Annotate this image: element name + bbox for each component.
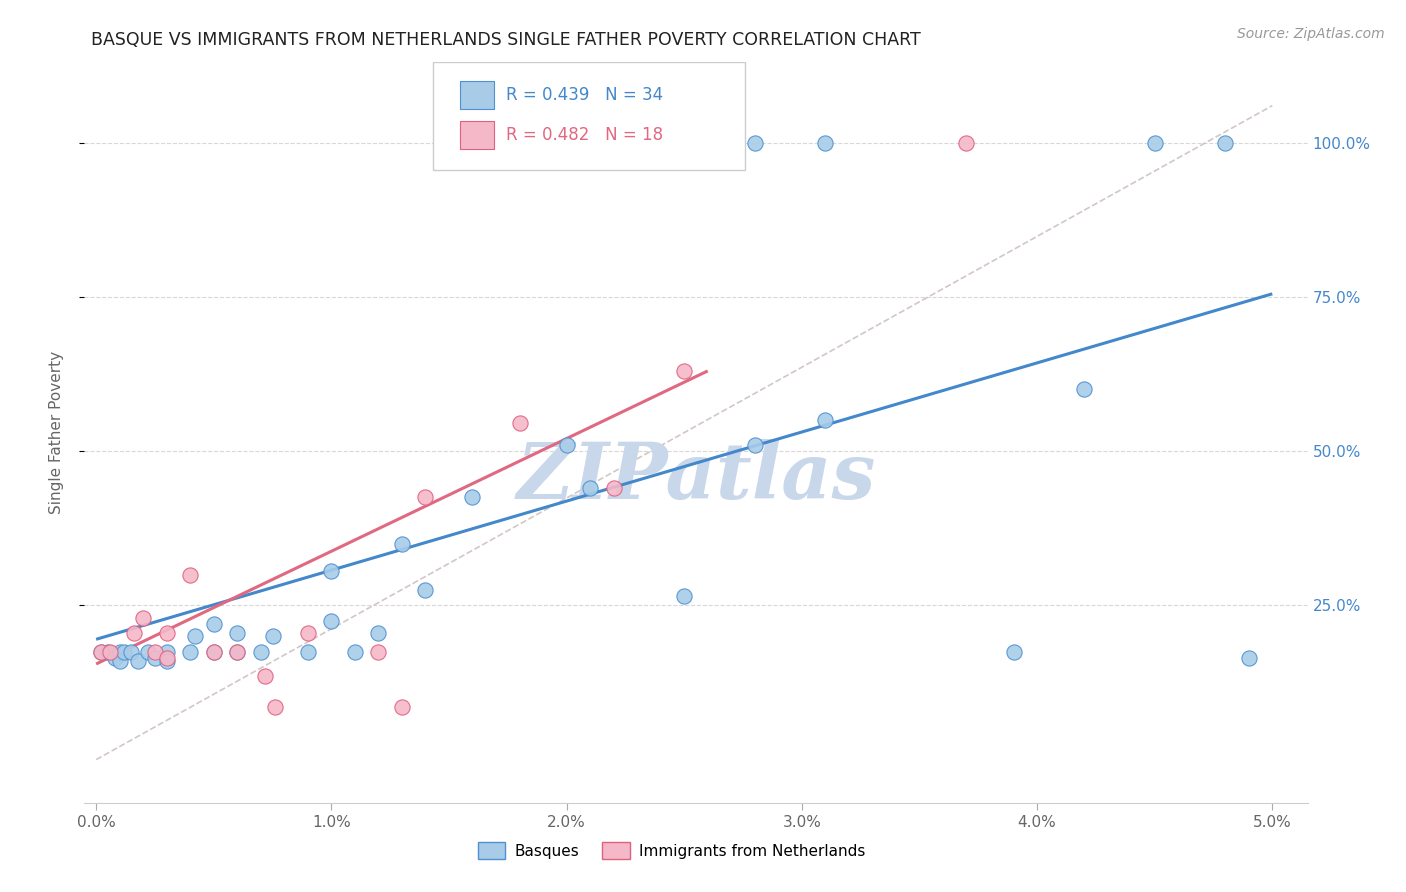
Point bbox=[156, 650, 179, 665]
Point bbox=[254, 669, 277, 683]
Point bbox=[321, 565, 343, 579]
Point bbox=[1002, 645, 1025, 659]
Point bbox=[1073, 383, 1095, 397]
Point bbox=[202, 645, 225, 659]
Point bbox=[136, 645, 159, 659]
Point bbox=[132, 610, 155, 624]
Point bbox=[156, 654, 179, 668]
Point bbox=[415, 582, 437, 597]
Point bbox=[814, 413, 837, 427]
Point bbox=[179, 645, 201, 659]
Point bbox=[120, 645, 142, 659]
Point bbox=[226, 626, 249, 640]
Point bbox=[98, 645, 121, 659]
Point bbox=[343, 645, 366, 659]
Point bbox=[104, 650, 127, 665]
Point bbox=[202, 616, 225, 631]
Point bbox=[226, 645, 249, 659]
Point bbox=[156, 645, 179, 659]
Point bbox=[744, 136, 766, 150]
Point bbox=[1213, 136, 1236, 150]
Text: BASQUE VS IMMIGRANTS FROM NETHERLANDS SINGLE FATHER POVERTY CORRELATION CHART: BASQUE VS IMMIGRANTS FROM NETHERLANDS SI… bbox=[91, 31, 921, 49]
Point bbox=[179, 567, 201, 582]
Point bbox=[264, 700, 287, 714]
Point bbox=[321, 614, 343, 628]
Point bbox=[108, 645, 131, 659]
Legend: Basques, Immigrants from Netherlands: Basques, Immigrants from Netherlands bbox=[471, 836, 872, 865]
FancyBboxPatch shape bbox=[433, 62, 745, 169]
Y-axis label: Single Father Poverty: Single Father Poverty bbox=[49, 351, 63, 514]
Text: R = 0.439   N = 34: R = 0.439 N = 34 bbox=[506, 86, 664, 104]
Point bbox=[262, 629, 284, 643]
Point bbox=[122, 626, 145, 640]
Point bbox=[955, 136, 977, 150]
Point bbox=[579, 481, 602, 495]
Text: ZIPatlas: ZIPatlas bbox=[516, 439, 876, 516]
Point bbox=[297, 645, 319, 659]
Point bbox=[509, 417, 531, 431]
Point bbox=[602, 481, 624, 495]
Text: R = 0.482   N = 18: R = 0.482 N = 18 bbox=[506, 126, 664, 144]
Point bbox=[112, 645, 135, 659]
Point bbox=[143, 650, 166, 665]
Point bbox=[415, 491, 437, 505]
Point bbox=[127, 654, 149, 668]
Point bbox=[744, 438, 766, 452]
Point bbox=[143, 645, 166, 659]
Point bbox=[297, 626, 319, 640]
Point bbox=[555, 438, 578, 452]
Point bbox=[97, 645, 120, 659]
Point bbox=[202, 645, 225, 659]
Point bbox=[156, 626, 179, 640]
Point bbox=[461, 491, 484, 505]
Point bbox=[391, 536, 413, 550]
Point bbox=[1143, 136, 1166, 150]
FancyBboxPatch shape bbox=[460, 81, 494, 109]
Point bbox=[673, 589, 696, 603]
FancyBboxPatch shape bbox=[460, 121, 494, 149]
Point bbox=[367, 626, 389, 640]
Point bbox=[673, 364, 696, 378]
Point bbox=[1237, 650, 1260, 665]
Point bbox=[90, 645, 112, 659]
Text: Source: ZipAtlas.com: Source: ZipAtlas.com bbox=[1237, 27, 1385, 41]
Point bbox=[226, 645, 249, 659]
Point bbox=[184, 629, 207, 643]
Point bbox=[108, 654, 131, 668]
Point bbox=[367, 645, 389, 659]
Point bbox=[391, 700, 413, 714]
Point bbox=[90, 645, 112, 659]
Point bbox=[249, 645, 271, 659]
Point bbox=[814, 136, 837, 150]
